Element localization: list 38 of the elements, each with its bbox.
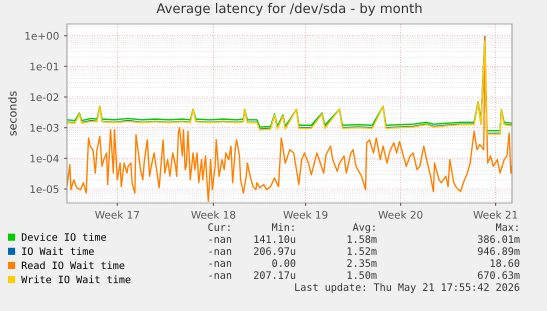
- text: -nan: [209, 273, 232, 279]
- text: 207.17u: [254, 271, 296, 279]
- text: 206.97u: [254, 247, 296, 255]
- y-tick-label: 1e-03: [30, 124, 59, 132]
- y-tick-label: 1e-02: [30, 93, 58, 102]
- chart-title: Average latency for /dev/sda - by month: [156, 3, 422, 16]
- text: Min:: [272, 223, 294, 231]
- x-tick-label: Week 21: [473, 210, 518, 219]
- text: 386.01m: [478, 235, 520, 243]
- legend-label: Read IO Wait time: [22, 261, 124, 270]
- text: -nan: [209, 237, 232, 243]
- x-tick-label: Week 19: [283, 210, 328, 219]
- y-tick-label: 1e-01: [30, 62, 58, 70]
- text: 18.60: [490, 259, 520, 267]
- y-tick-label: 1e-04: [30, 154, 59, 162]
- text: 670.63m: [478, 271, 520, 279]
- text: 1.58m: [348, 235, 377, 243]
- text: 946.89m: [478, 247, 520, 255]
- text: -nan: [209, 261, 232, 267]
- x-tick-label: Week 20: [378, 210, 422, 219]
- legend-label: Write IO Wait time: [21, 275, 130, 284]
- text: -nan: [209, 249, 232, 255]
- text: 1.50m: [348, 271, 377, 279]
- text: Last update: Thu May 21 17:55:42 2026: [295, 283, 520, 293]
- y-tick-label: 1e-05: [30, 185, 58, 194]
- text: 1.52m: [348, 247, 377, 255]
- x-tick-label: Week 18: [191, 210, 236, 219]
- text: 141.10u: [254, 235, 296, 243]
- y-axis-title: seconds: [8, 91, 17, 136]
- y-tick-label: 1e+00: [25, 32, 59, 40]
- text: Cur:: [208, 223, 230, 231]
- text: 2.35m: [347, 259, 377, 267]
- text: 0.00: [272, 259, 296, 267]
- legend-label: Device IO time: [22, 233, 106, 241]
- x-tick-label: Week 17: [95, 210, 139, 219]
- text: Max:: [496, 223, 518, 231]
- legend-label: IO Wait time: [22, 247, 94, 256]
- text: Avg:: [352, 223, 375, 233]
